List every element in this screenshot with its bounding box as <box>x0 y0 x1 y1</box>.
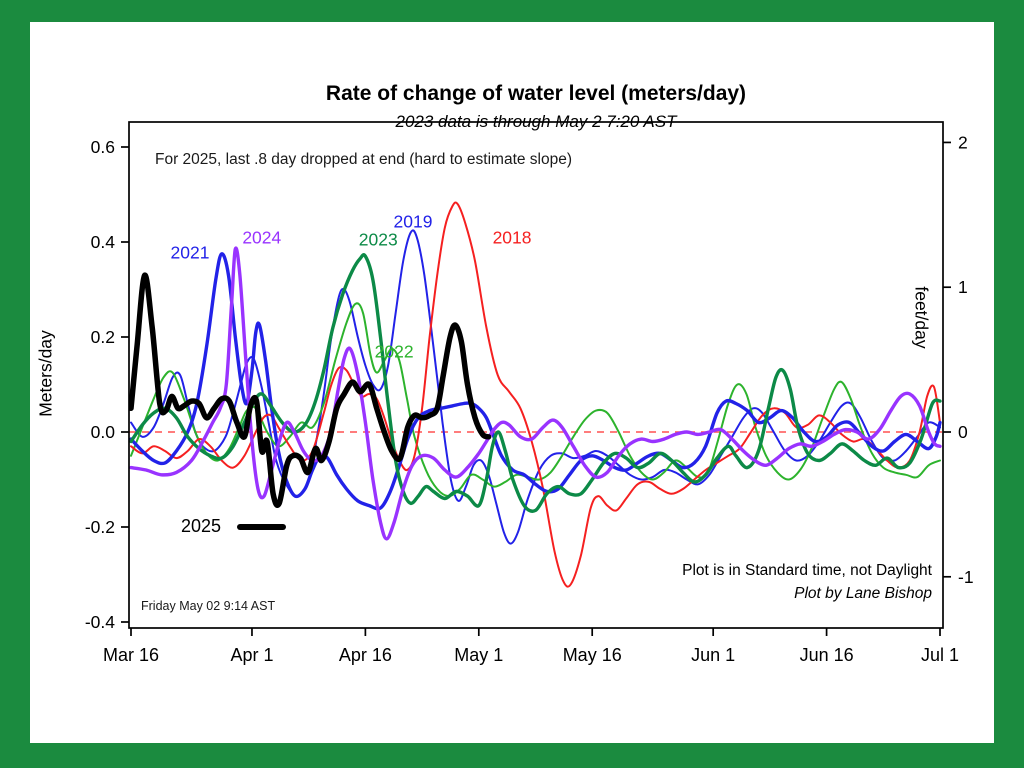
x-tick-label: May 1 <box>454 645 503 665</box>
y-left-tick-label: 0.2 <box>91 327 115 347</box>
y-right-tick-label: 0 <box>958 422 968 442</box>
plot-credit: Plot by Lane Bishop <box>794 585 932 602</box>
series-2023-line <box>129 253 942 513</box>
series-2024-line <box>129 246 942 541</box>
y-left-tick-label: -0.4 <box>85 612 115 632</box>
x-tick-label: Jun 16 <box>800 645 854 665</box>
series-layer <box>129 201 942 588</box>
series-label-2023: 2023 <box>358 229 398 250</box>
y-right-tick-label: -1 <box>958 567 974 587</box>
x-tick-label: Jun 1 <box>691 645 735 665</box>
y-left-tick-label: -0.2 <box>85 517 115 537</box>
series-2019-line <box>130 229 941 545</box>
chart-canvas: Rate of change of water level (meters/da… <box>30 22 994 743</box>
legend-2025-line-swatch <box>237 524 286 530</box>
series-label-2024: 2024 <box>242 227 282 248</box>
note-2025-annotation: For 2025, last .8 day dropped at end (ha… <box>155 151 573 168</box>
series-label-2022: 2022 <box>374 341 414 362</box>
y-left-tick-label: 0.0 <box>91 422 116 442</box>
plot-frame <box>128 121 944 629</box>
chart-title: Rate of change of water level (meters/da… <box>325 82 747 105</box>
x-tick-label: May 16 <box>563 645 622 665</box>
x-tick-label: Apr 1 <box>230 645 273 665</box>
y-right-tick-label: 2 <box>958 132 968 152</box>
y-left-tick-label: 0.6 <box>91 137 115 157</box>
series-2021-line <box>129 252 942 511</box>
series-2025-line <box>129 272 492 508</box>
y-axis-right-title: feet/day <box>911 286 932 349</box>
x-tick-label: Apr 16 <box>339 645 392 665</box>
series-label-2018: 2018 <box>492 227 532 248</box>
y-left-tick-label: 0.4 <box>91 232 116 252</box>
y-axis-left-title: Meters/day <box>35 330 56 417</box>
series-label-2019: 2019 <box>393 211 433 232</box>
y-right-tick-label: 1 <box>958 277 968 297</box>
standard-time-note: Plot is in Standard time, not Daylight <box>682 562 932 579</box>
x-tick-label: Mar 16 <box>103 645 159 665</box>
legend-2025-label: 2025 <box>181 516 222 536</box>
series-label-2021: 2021 <box>170 242 210 263</box>
plot-area: 0.6 0.4 0.2 0.0 -0.2 -0.4 2 1 0 -1 Mar 16 Apr 1 Apr … <box>85 121 974 665</box>
x-tick-label: Jul 1 <box>921 645 959 665</box>
render-timestamp: Friday May 02 9:14 AST <box>141 599 276 613</box>
